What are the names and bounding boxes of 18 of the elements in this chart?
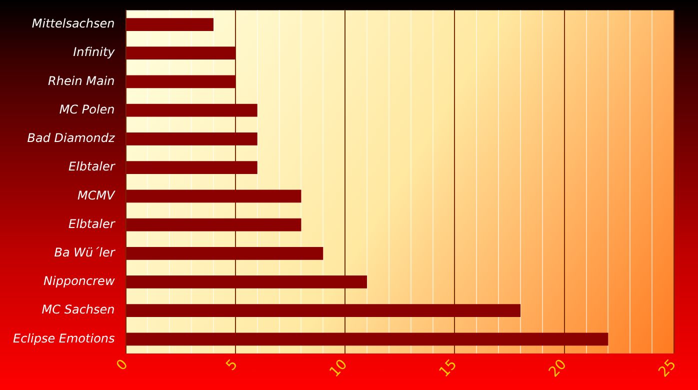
x-tick-label: 5: [223, 356, 241, 374]
y-tick-label: Mittelsachsen: [32, 16, 115, 31]
x-tick-label: 15: [436, 356, 460, 380]
y-tick-label: Rhein Main: [48, 74, 115, 88]
x-tick-label: 20: [546, 356, 570, 380]
y-tick-label: Infinity: [73, 45, 116, 60]
y-tick-label: Elbtaler: [68, 216, 116, 231]
y-tick-label: MCMV: [77, 188, 116, 202]
y-tick-label: Eclipse Emotions: [13, 331, 115, 346]
y-tick-label: MC Sachsen: [42, 302, 115, 317]
x-tick-label: 10: [326, 356, 351, 380]
y-tick-label: Elbtaler: [68, 160, 116, 174]
y-tick-label: Bad Diamondz: [27, 131, 116, 146]
y-tick-label: MC Polen: [59, 102, 115, 116]
y-tick-label: Nipponcrew: [44, 274, 115, 288]
x-tick-label: 0: [114, 356, 132, 374]
y-tick-label: Ba Wü´ler: [54, 246, 116, 260]
x-tick-label: 25: [656, 356, 680, 380]
